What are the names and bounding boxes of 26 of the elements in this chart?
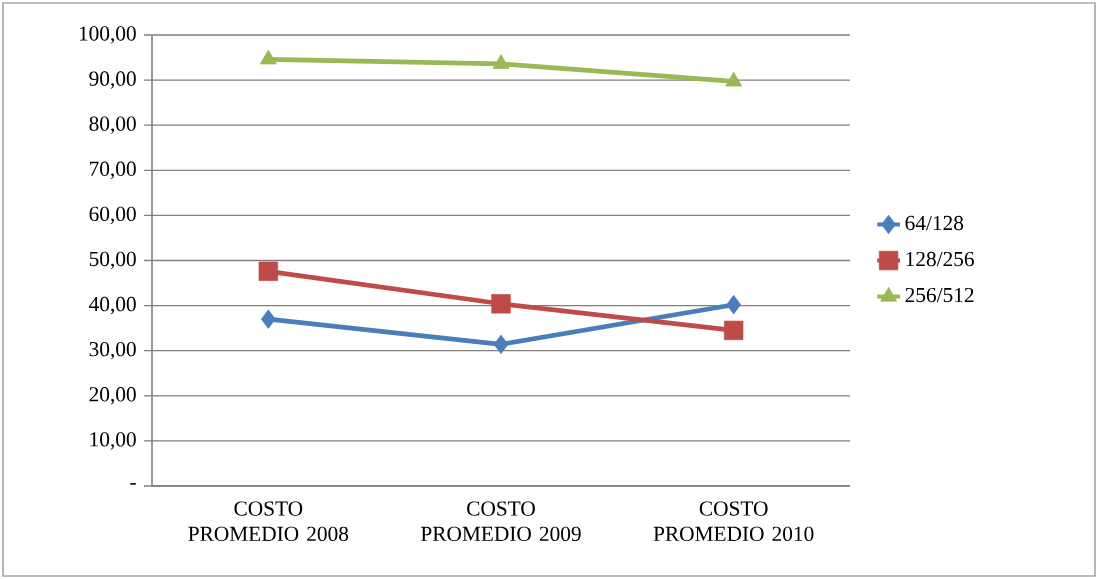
y-tick-label: - xyxy=(130,483,136,485)
point xyxy=(259,49,277,65)
y-tick-label: 20,00 xyxy=(89,387,136,405)
x-tick-label: COSTO PROMEDIO 2009 xyxy=(421,501,581,542)
point xyxy=(726,295,742,315)
legend-label: 64/128 xyxy=(905,215,964,231)
y-tick-label: 40,00 xyxy=(89,296,136,315)
point xyxy=(493,334,509,355)
y-tick-label: 90,00 xyxy=(89,71,136,89)
point xyxy=(261,309,276,329)
point xyxy=(258,261,279,281)
y-tick-label: 100,00 xyxy=(79,26,136,44)
y-tick-label: 50,00 xyxy=(89,251,136,270)
y-tick-label: 30,00 xyxy=(89,341,136,360)
y-tick-label: 60,00 xyxy=(89,206,136,225)
point xyxy=(724,320,744,341)
y-tick-label: 10,00 xyxy=(90,432,136,450)
point xyxy=(492,54,510,69)
x-tick-label: COSTO PROMEDIO 2008 xyxy=(188,501,349,542)
y-tick-label: 70,00 xyxy=(90,161,136,180)
point xyxy=(491,294,511,314)
y-tick-label: 80,00 xyxy=(89,116,136,134)
point xyxy=(725,71,743,87)
legend-label: 128/256 xyxy=(906,251,974,267)
x-tick-label: COSTO PROMEDIO 2010 xyxy=(653,501,814,542)
legend-label: 256/512 xyxy=(905,287,974,303)
